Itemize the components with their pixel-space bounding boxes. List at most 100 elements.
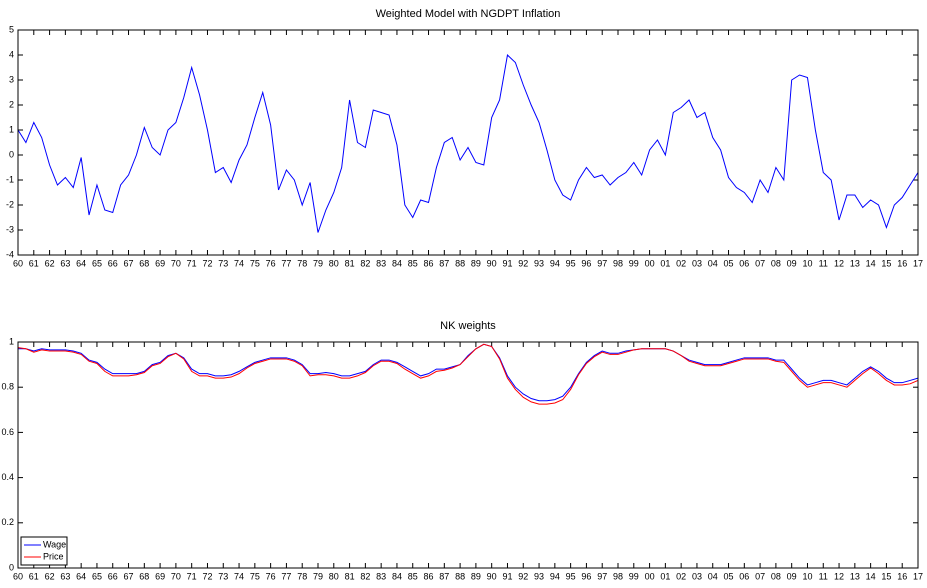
data-line <box>17 343 919 405</box>
x-tick-label: 16 <box>897 258 907 268</box>
x-tick-label: 88 <box>455 258 465 268</box>
y-tick-label: 0 <box>9 562 14 572</box>
x-tick-label: 64 <box>76 258 86 268</box>
x-tick-label: 61 <box>29 258 39 268</box>
x-tick-label: 84 <box>392 571 402 581</box>
x-tick-label: 67 <box>124 258 134 268</box>
x-tick-label: 60 <box>13 258 23 268</box>
x-tick-label: 79 <box>313 258 323 268</box>
x-tick-label: 81 <box>345 571 355 581</box>
x-tick-label: 69 <box>155 571 165 581</box>
x-tick-label: 79 <box>313 571 323 581</box>
x-tick-label: 00 <box>645 571 655 581</box>
x-tick-label: 14 <box>866 258 876 268</box>
x-tick-label: 94 <box>550 571 560 581</box>
x-tick-label: 08 <box>771 258 781 268</box>
x-tick-label: 95 <box>566 571 576 581</box>
x-tick-label: 07 <box>755 258 765 268</box>
x-tick-label: 73 <box>218 571 228 581</box>
x-tick-label: 01 <box>660 571 670 581</box>
x-tick-label: 13 <box>850 258 860 268</box>
legend-label: Price <box>43 551 64 561</box>
x-tick-label: 76 <box>266 258 276 268</box>
x-tick-label: 72 <box>202 258 212 268</box>
x-tick-label: 75 <box>250 571 260 581</box>
x-tick-label: 12 <box>834 258 844 268</box>
y-tick-label: -4 <box>6 249 14 259</box>
x-tick-label: 85 <box>408 571 418 581</box>
y-tick-label: -2 <box>6 199 14 209</box>
x-tick-label: 84 <box>392 258 402 268</box>
x-tick-label: 82 <box>360 258 370 268</box>
x-tick-label: 63 <box>60 571 70 581</box>
x-tick-label: 06 <box>739 571 749 581</box>
legend-box <box>20 536 68 566</box>
x-tick-label: 08 <box>771 571 781 581</box>
x-tick-label: 70 <box>171 571 181 581</box>
x-tick-label: 86 <box>424 258 434 268</box>
x-tick-label: 60 <box>13 571 23 581</box>
x-tick-label: 71 <box>187 258 197 268</box>
legend: Wage Price <box>20 536 68 566</box>
x-tick-label: 72 <box>202 571 212 581</box>
chart-title: NK weights <box>440 320 496 332</box>
y-tick-label: 0.2 <box>1 517 14 527</box>
x-tick-label: 90 <box>487 258 497 268</box>
x-tick-label: 99 <box>629 258 639 268</box>
x-tick-label: 65 <box>92 571 102 581</box>
x-tick-label: 98 <box>613 258 623 268</box>
legend-label: Wage <box>43 539 66 549</box>
x-tick-label: 15 <box>881 571 891 581</box>
x-tick-label: 75 <box>250 258 260 268</box>
x-tick-label: 78 <box>297 258 307 268</box>
x-tick-label: 80 <box>329 258 339 268</box>
y-tick-label: 0.8 <box>1 382 14 392</box>
x-tick-label: 63 <box>60 258 70 268</box>
x-tick-label: 89 <box>471 258 481 268</box>
x-tick-label: 66 <box>108 571 118 581</box>
x-tick-label: 83 <box>376 258 386 268</box>
x-tick-label: 80 <box>329 571 339 581</box>
x-tick-label: 66 <box>108 258 118 268</box>
x-tick-label: 93 <box>534 258 544 268</box>
y-tick-label: 0.4 <box>1 472 14 482</box>
y-tick-label: -3 <box>6 224 14 234</box>
y-tick-label: 3 <box>9 74 14 84</box>
x-tick-label: 83 <box>376 571 386 581</box>
y-tick-label: 4 <box>9 49 14 59</box>
x-tick-label: 64 <box>76 571 86 581</box>
x-tick-label: 74 <box>234 258 244 268</box>
axes-background <box>18 342 918 568</box>
x-tick-label: 92 <box>518 571 528 581</box>
x-tick-label: 65 <box>92 258 102 268</box>
x-tick-label: 91 <box>502 258 512 268</box>
x-tick-label: 82 <box>360 571 370 581</box>
x-tick-label: 00 <box>645 258 655 268</box>
x-tick-label: 96 <box>581 571 591 581</box>
x-tick-label: 12 <box>834 571 844 581</box>
x-tick-label: 86 <box>424 571 434 581</box>
x-tick-label: 87 <box>439 571 449 581</box>
x-tick-label: 06 <box>739 258 749 268</box>
x-tick-label: 11 <box>819 258 828 268</box>
x-tick-label: 03 <box>692 258 702 268</box>
x-tick-label: 03 <box>692 571 702 581</box>
x-tick-label: 85 <box>408 258 418 268</box>
x-tick-label: 76 <box>266 571 276 581</box>
x-tick-label: 04 <box>708 258 718 268</box>
x-tick-label: 96 <box>581 258 591 268</box>
x-tick-label: 97 <box>597 258 607 268</box>
x-tick-label: 15 <box>881 258 891 268</box>
y-tick-label: 5 <box>9 24 14 34</box>
x-tick-label: 07 <box>755 571 765 581</box>
x-tick-label: 10 <box>802 258 812 268</box>
x-tick-label: 14 <box>866 571 876 581</box>
x-tick-label: 16 <box>897 571 907 581</box>
chart-title: Weighted Model with NGDPT Inflation <box>376 8 561 20</box>
data-line <box>18 343 919 402</box>
x-tick-label: 95 <box>566 258 576 268</box>
x-tick-label: 90 <box>487 571 497 581</box>
x-tick-label: 05 <box>724 258 734 268</box>
data-line <box>17 53 919 233</box>
